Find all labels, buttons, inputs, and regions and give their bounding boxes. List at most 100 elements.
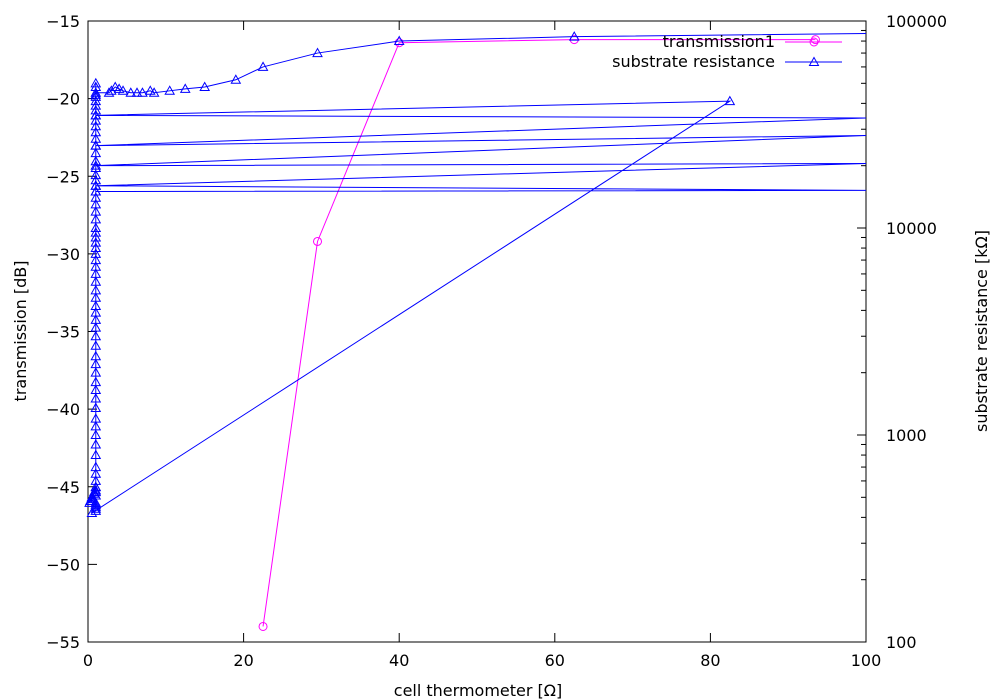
data-point [199,81,211,91]
legend-label: transmission1 [663,32,775,51]
data-point [312,47,323,58]
data-point [90,429,102,439]
data-point [88,486,100,497]
data-point [90,222,102,232]
data-point [109,81,121,91]
series-substrate-resistance [84,31,867,517]
series-line [89,33,867,514]
data-point [90,169,102,180]
data-point [137,87,148,97]
data-point [90,340,102,350]
data-point [568,31,580,41]
data-point [86,491,98,502]
x-axis-label: cell thermometer [Ω] [394,681,562,700]
data-point [90,505,102,515]
data-point [90,393,102,403]
y-tick-label: −35 [46,323,80,342]
data-point [90,180,102,190]
data-point [90,300,102,310]
data-point [90,475,102,485]
data-point [131,87,143,97]
data-point [90,140,102,150]
data-point [90,330,102,341]
data-point [90,503,102,513]
y-tick-label: −45 [46,478,80,497]
data-point [90,367,102,377]
y-tick-label: −25 [46,167,80,186]
data-point [90,186,102,196]
data-point [393,35,405,46]
data-point [90,461,102,472]
data-point [724,95,736,106]
data-point [90,438,102,449]
data-point [90,499,102,509]
data-point [90,133,102,143]
data-point [113,83,125,93]
data-point [144,85,156,95]
data-point [164,85,176,95]
x-tick-label: 0 [83,651,93,670]
data-point [230,74,242,84]
y2-tick-label: 100000 [886,12,947,31]
x-tick-label: 80 [700,651,720,670]
data-point [86,507,98,517]
data-point [90,231,102,242]
y-axis-label: transmission [dB] [11,261,30,402]
y-tick-label: −30 [46,245,80,264]
y-tick-label: −20 [46,90,80,109]
data-point [90,115,102,125]
x-tick-label: 20 [233,651,253,670]
series-layer [84,31,867,631]
data-point [90,254,102,265]
plot-border [87,20,867,643]
plot-frame [87,20,867,643]
data-point [258,621,268,631]
axis-tick-labels: 0 20 40 60 80 100 −15 −20 −25 −30 −35 −40 −45 −50 −55 1… [46,12,947,670]
data-point [105,85,117,95]
data-point [90,126,102,137]
y-tick-label: −40 [46,400,80,419]
data-point [90,402,102,413]
data-point [90,100,102,110]
y-tick-label: −55 [46,633,80,652]
series-line [262,39,816,627]
x-tick-label: 60 [545,651,565,670]
data-point [313,236,323,246]
data-point [90,89,102,99]
legend-marker [808,56,820,66]
y2-axis-label: substrate resistance [kΩ] [972,230,991,432]
legend-marker [809,37,819,47]
data-point [125,87,137,97]
data-point [90,242,102,253]
y2-tick-label: 100 [886,633,917,652]
y-tick-label: −15 [46,12,80,31]
data-point [90,120,102,131]
x-tick-label: 40 [389,651,409,670]
data-point [90,227,102,237]
axis-ticks [87,20,867,643]
data-point [117,85,129,95]
data-point [148,87,160,97]
data-point [257,61,269,71]
data-point [90,501,102,511]
data-point [90,155,102,166]
data-point [90,104,102,115]
data-point [90,248,102,258]
data-point [90,95,102,106]
x-tick-label: 100 [851,651,882,670]
series-transmission1 [258,35,820,631]
data-point [90,109,102,120]
data-point [90,174,102,185]
y2-tick-label: 1000 [886,426,927,445]
legend-label: substrate resistance [612,52,775,71]
data-point [810,35,820,45]
data-point [90,237,102,247]
data-point [90,160,102,170]
y2-tick-label: 10000 [886,219,937,238]
data-point [90,77,102,88]
y-tick-label: −50 [46,555,80,574]
data-point [90,192,102,202]
data-point [179,83,191,93]
